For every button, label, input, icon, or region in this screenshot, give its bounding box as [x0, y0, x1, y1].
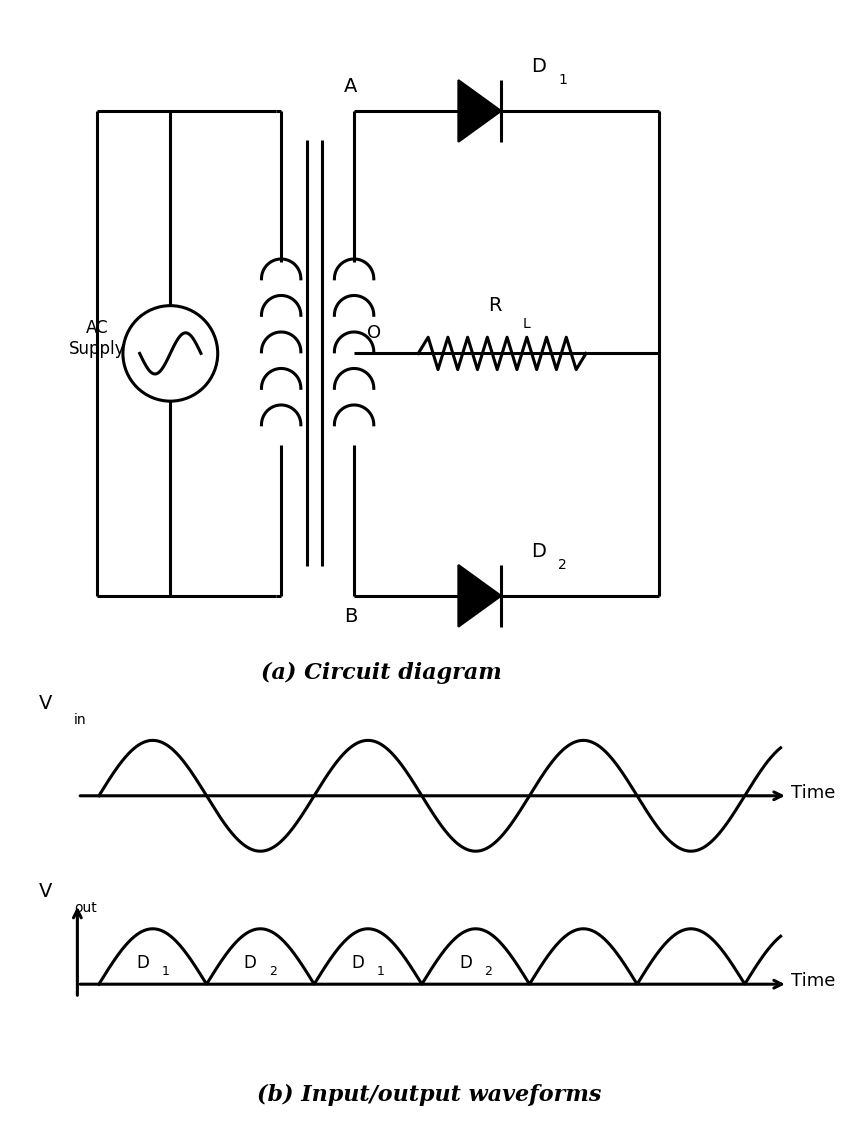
Polygon shape: [458, 80, 501, 141]
Text: V: V: [39, 882, 52, 901]
Text: Time: Time: [791, 784, 836, 803]
Text: (b) Input/output waveforms: (b) Input/output waveforms: [257, 1084, 601, 1106]
Text: V: V: [39, 693, 52, 712]
Text: 2: 2: [269, 964, 277, 978]
Text: D: D: [531, 57, 547, 76]
Text: D: D: [352, 954, 365, 972]
Text: 1: 1: [559, 73, 567, 87]
Text: Time: Time: [791, 972, 836, 991]
Text: D: D: [136, 954, 149, 972]
Text: O: O: [367, 325, 381, 342]
Text: D: D: [244, 954, 257, 972]
Text: 1: 1: [377, 964, 384, 978]
Text: R: R: [488, 296, 502, 315]
Polygon shape: [458, 565, 501, 627]
Text: A: A: [344, 78, 357, 96]
Text: D: D: [531, 543, 547, 561]
Text: L: L: [523, 317, 530, 332]
Text: 2: 2: [559, 557, 567, 572]
Text: B: B: [344, 606, 357, 626]
Text: out: out: [74, 901, 97, 915]
Text: D: D: [459, 954, 472, 972]
Text: 1: 1: [161, 964, 169, 978]
Text: in: in: [74, 712, 87, 726]
Text: 2: 2: [484, 964, 492, 978]
Text: (a) Circuit diagram: (a) Circuit diagram: [262, 662, 502, 684]
Text: AC
Supply: AC Supply: [69, 319, 125, 358]
